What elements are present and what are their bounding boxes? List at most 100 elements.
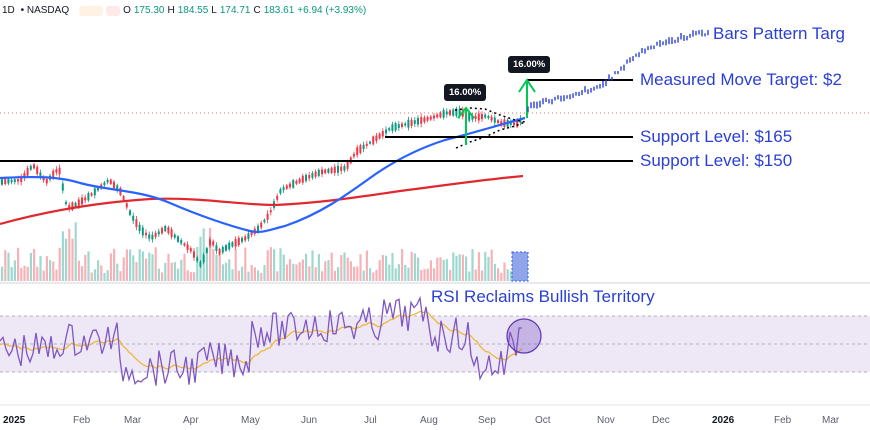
candle — [84, 197, 87, 201]
volume-bar — [365, 250, 368, 281]
candle — [33, 164, 35, 169]
volume-bar — [490, 249, 493, 281]
candle — [260, 222, 263, 228]
candle — [445, 111, 448, 115]
candle — [186, 244, 189, 250]
volume-bar — [189, 272, 192, 281]
candle — [308, 174, 311, 179]
candle — [221, 246, 224, 253]
volume-bar — [138, 249, 141, 281]
candle — [234, 239, 237, 247]
candle — [189, 248, 192, 252]
volume-bar — [378, 260, 381, 281]
candle — [468, 112, 471, 121]
candle — [90, 193, 93, 196]
support-165-label: Support Level: $165 — [640, 127, 793, 146]
volume-bar — [356, 266, 359, 281]
candle — [45, 178, 48, 184]
candle — [375, 135, 378, 141]
volume-bar — [295, 264, 298, 281]
volume-bar — [20, 268, 23, 281]
candle — [333, 166, 336, 173]
volume-bar — [113, 248, 116, 281]
x-tick: Dec — [652, 415, 670, 426]
candle — [154, 232, 157, 238]
volume-bar — [119, 271, 122, 281]
candle — [497, 120, 499, 123]
volume-bar — [426, 268, 429, 281]
volume-bar — [84, 254, 87, 281]
candle — [289, 183, 291, 188]
candle — [29, 165, 32, 170]
market-status-icon[interactable] — [79, 6, 104, 16]
volume-bar — [132, 255, 135, 281]
candle — [269, 210, 272, 213]
candle — [455, 108, 458, 116]
volume-bar — [458, 254, 461, 281]
candle — [397, 124, 400, 128]
rsi-note-label: RSI Reclaims Bullish Territory — [431, 287, 655, 306]
candle — [359, 145, 362, 153]
alert-icon[interactable] — [106, 6, 121, 16]
volume-bar — [455, 255, 458, 281]
volume-bar — [276, 271, 279, 281]
volume-bar — [429, 260, 432, 281]
candle — [93, 188, 96, 196]
volume-bar — [231, 269, 234, 281]
candle — [180, 240, 183, 244]
volume-bar — [301, 259, 304, 281]
volume-bar — [471, 249, 474, 281]
candle — [257, 225, 259, 232]
volume-bar — [154, 247, 157, 281]
candle — [388, 128, 391, 131]
volume-bar — [340, 255, 343, 281]
volume-bar — [493, 263, 496, 281]
volume-bar — [346, 257, 349, 281]
volume-bar — [465, 256, 468, 281]
volume-bar — [417, 257, 420, 281]
volume-bar — [42, 270, 45, 281]
candle — [420, 117, 423, 124]
x-tick: 2025 — [3, 415, 26, 426]
volume-bar — [289, 259, 292, 281]
volume-bar — [183, 253, 186, 281]
candle — [410, 119, 413, 126]
volume-bar — [327, 260, 330, 281]
candle — [106, 179, 109, 183]
volume-bar — [324, 261, 327, 281]
candle — [177, 236, 179, 242]
candle — [372, 136, 375, 145]
open-label: O — [123, 4, 131, 16]
volume-bar — [509, 271, 512, 281]
candle — [343, 166, 346, 171]
candle — [109, 179, 112, 185]
volume-bar — [55, 269, 58, 281]
volume-bar — [404, 264, 407, 281]
candle — [68, 205, 71, 210]
candle — [225, 245, 227, 251]
candle — [77, 199, 80, 207]
volume-bar — [359, 254, 362, 281]
candle — [4, 179, 7, 185]
candle — [17, 179, 19, 182]
volume-bar — [122, 257, 125, 281]
candle — [199, 261, 202, 267]
volume-bar — [433, 268, 436, 281]
volume-bar — [93, 269, 96, 281]
volume-bar — [97, 260, 100, 281]
candle — [52, 170, 55, 178]
volume-bar — [161, 272, 164, 281]
candle — [301, 175, 304, 183]
volume-bars — [1, 222, 529, 282]
candle — [196, 257, 199, 262]
candle — [42, 177, 45, 181]
volume-bar — [135, 262, 138, 281]
volume-bar — [423, 269, 426, 281]
candle — [500, 121, 503, 125]
chart-header: 1D • NASDAQ O 175.30 H 184.55 L 174.71 C 183… — [0, 2, 369, 18]
candle — [362, 144, 365, 150]
candle — [151, 234, 154, 240]
candle — [81, 197, 83, 205]
candle — [474, 115, 477, 120]
